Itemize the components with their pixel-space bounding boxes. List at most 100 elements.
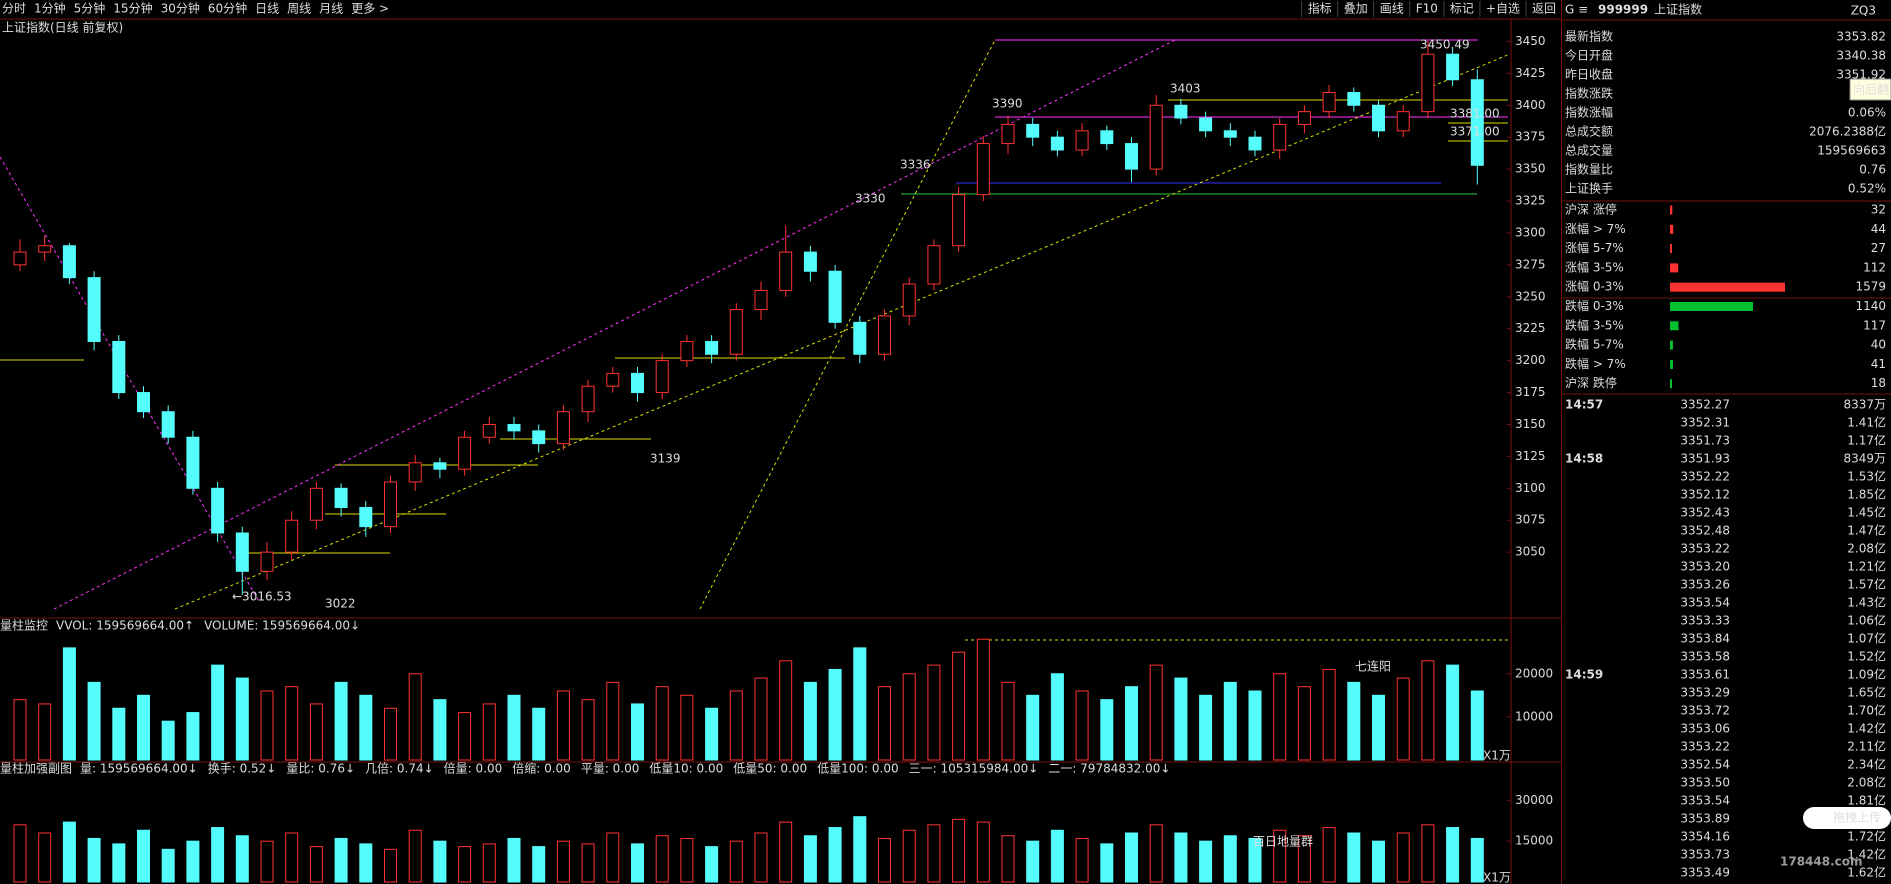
price-annotation: 3330 <box>855 192 886 206</box>
volume-bar <box>1001 681 1015 761</box>
panel-indicator: 倍缩: 0.00 <box>512 761 571 776</box>
tool-button[interactable]: 标记 <box>1450 2 1474 16</box>
volume-bar <box>211 827 225 883</box>
breadth-label: 跌幅 5-7% <box>1565 337 1624 352</box>
breadth-value: 32 <box>1871 203 1886 217</box>
candle-body <box>1372 104 1385 132</box>
candle-body <box>112 340 126 394</box>
tick-volume: 1.41亿 <box>1847 415 1886 430</box>
volume-bar <box>112 707 126 761</box>
tick-volume: 1.85亿 <box>1847 487 1886 502</box>
candle-body <box>384 481 397 528</box>
volume-bar <box>507 694 521 761</box>
popup-box <box>1849 78 1891 101</box>
volume-bar <box>828 668 842 761</box>
period-tab[interactable]: 30分钟 <box>161 1 200 16</box>
period-tab[interactable]: 日线 <box>255 2 279 16</box>
y-tick-label: 3400 <box>1515 98 1546 112</box>
tick-volume: 2.11亿 <box>1847 739 1886 754</box>
tick-volume: 1.07亿 <box>1847 631 1886 646</box>
drawn-lines <box>0 39 1511 641</box>
volume-bar <box>260 840 274 883</box>
period-tab[interactable]: 15分钟 <box>113 1 152 16</box>
panel-indicator: 换手: 0.52↓ <box>208 762 277 776</box>
y-tick-label: 3350 <box>1515 162 1546 176</box>
period-tab[interactable]: 更多 > <box>351 2 389 16</box>
tick-price: 3353.33 <box>1680 614 1730 628</box>
period-tab[interactable]: 1分钟 <box>34 1 66 16</box>
breadth-value: 1579 <box>1855 280 1886 294</box>
tick-price: 3353.72 <box>1680 704 1730 718</box>
period-tab[interactable]: 60分钟 <box>208 1 247 16</box>
volume-bar <box>976 821 990 883</box>
volume-bar <box>309 846 323 883</box>
tick-volume: 8337万 <box>1843 398 1886 412</box>
volume-bar <box>1347 681 1361 761</box>
candle-body <box>1050 136 1064 151</box>
tick-volume: 1.17亿 <box>1847 433 1886 448</box>
volume-bar <box>1446 827 1460 883</box>
volume-bar <box>1297 686 1311 761</box>
tool-button[interactable]: 指标 <box>1308 1 1332 16</box>
upload-pill[interactable] <box>1803 807 1891 829</box>
period-tab[interactable]: 月线 <box>319 2 343 16</box>
panel-indicator: 量: 159569664.00↓ <box>80 762 198 776</box>
period-tab[interactable]: 周线 <box>287 2 311 16</box>
candle-body <box>581 385 595 413</box>
panel-indicator: 几倍: 0.74↓ <box>365 761 434 776</box>
candle-body <box>433 462 447 470</box>
volume-bar <box>1372 694 1385 761</box>
tick-price: 3353.20 <box>1680 560 1730 574</box>
tick-price: 3353.54 <box>1680 596 1730 610</box>
tool-button[interactable]: F10 <box>1416 2 1438 16</box>
tick-price: 3353.29 <box>1680 686 1730 700</box>
tool-button[interactable]: 叠加 <box>1344 2 1368 16</box>
breadth-label: 跌幅 3-5% <box>1565 317 1624 332</box>
volume-bar <box>482 703 496 761</box>
candle-body <box>1001 123 1015 145</box>
breadth-label: 涨幅 3-5% <box>1565 259 1624 274</box>
tick-price: 3352.27 <box>1680 398 1730 412</box>
tool-button[interactable]: 画线 <box>1380 2 1404 16</box>
breadth-label: 涨幅 > 7% <box>1565 221 1626 236</box>
volume-bar <box>285 832 299 883</box>
candle-body <box>1199 117 1213 132</box>
breadth-bar <box>1670 359 1673 369</box>
candle-body <box>161 411 175 438</box>
stock-code: 999999 <box>1598 3 1648 17</box>
y-tick-label: 3075 <box>1515 513 1546 527</box>
quote-label: 最新指数 <box>1565 29 1613 44</box>
breadth-bar <box>1670 224 1674 234</box>
chart-title: 上证指数(日线 前复权) <box>2 20 123 35</box>
panel-indicator: 量比: 0.76↓ <box>286 762 355 776</box>
volume-bar <box>1248 837 1262 883</box>
volume-bar <box>828 827 842 883</box>
tick-volume: 8349万 <box>1843 452 1886 466</box>
candle-body <box>1446 53 1460 81</box>
y-tick-label: 3425 <box>1515 66 1546 80</box>
volume-bar <box>1372 840 1385 883</box>
breadth-bar <box>1670 302 1754 311</box>
logo: G ≡ <box>1565 3 1588 17</box>
volume-bar <box>38 832 52 883</box>
period-tab[interactable]: 分时 <box>2 2 26 16</box>
price-annotation: 3450.49 <box>1420 38 1470 52</box>
tool-button[interactable]: +自选 <box>1486 2 1520 16</box>
upload-text[interactable]: 拖拽上传 <box>1833 810 1881 825</box>
volume-bar <box>532 707 546 761</box>
candle-body <box>211 487 225 534</box>
panel-indicator: 低量100: 0.00 <box>817 762 898 776</box>
tick-price: 3353.84 <box>1680 632 1730 646</box>
volume-bar <box>705 707 719 761</box>
volume-bar <box>507 837 521 883</box>
volume-bar <box>87 837 101 883</box>
period-tab[interactable]: 5分钟 <box>74 1 106 16</box>
volume-bar <box>581 843 595 883</box>
tick-volume: 1.47亿 <box>1847 523 1886 538</box>
tick-price: 3352.43 <box>1680 506 1730 520</box>
tick-volume: 1.42亿 <box>1847 721 1886 736</box>
candle-body <box>137 392 150 413</box>
breadth-value: 41 <box>1871 357 1886 371</box>
tool-button[interactable]: 返回 <box>1532 2 1556 16</box>
price-annotation: 3390 <box>992 97 1023 111</box>
